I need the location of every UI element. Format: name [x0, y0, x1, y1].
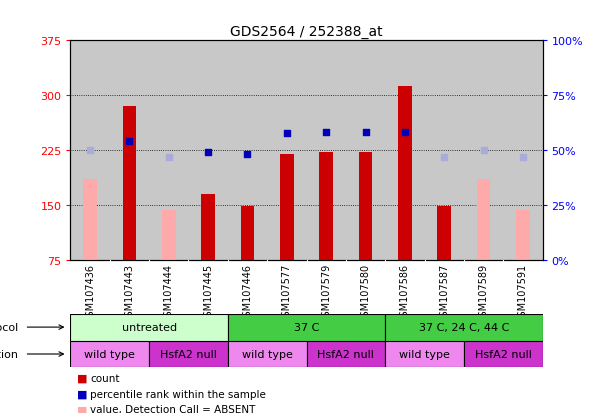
Bar: [280, 154, 294, 260]
Text: GSM107443: GSM107443: [124, 263, 134, 322]
Point: [518, 155, 528, 161]
Bar: [359, 153, 372, 260]
Text: wild type: wild type: [242, 349, 292, 359]
Bar: [398, 87, 412, 260]
Bar: [516, 211, 530, 260]
Bar: [70, 314, 228, 341]
Point: [85, 147, 95, 154]
Point: [243, 151, 253, 158]
Bar: [306, 341, 385, 368]
Text: GSM107591: GSM107591: [518, 263, 528, 322]
Text: protocol: protocol: [0, 322, 18, 332]
Text: ■: ■: [77, 404, 87, 413]
Text: GSM107586: GSM107586: [400, 263, 410, 322]
Text: GSM107580: GSM107580: [360, 263, 370, 322]
Bar: [385, 314, 543, 341]
Text: GSM107444: GSM107444: [164, 263, 174, 322]
Text: HsfA2 null: HsfA2 null: [160, 349, 217, 359]
Point: [400, 129, 409, 136]
Bar: [464, 341, 543, 368]
Bar: [83, 180, 97, 260]
Bar: [162, 211, 176, 260]
Text: wild type: wild type: [85, 349, 135, 359]
Text: wild type: wild type: [399, 349, 450, 359]
Text: percentile rank within the sample: percentile rank within the sample: [90, 389, 266, 399]
Text: 37 C, 24 C, 44 C: 37 C, 24 C, 44 C: [419, 322, 509, 332]
Bar: [477, 180, 490, 260]
Bar: [228, 314, 385, 341]
Point: [282, 131, 292, 137]
Point: [440, 155, 449, 161]
Bar: [201, 195, 215, 260]
Text: genotype/variation: genotype/variation: [0, 349, 18, 359]
Text: ■: ■: [77, 389, 87, 399]
Point: [360, 129, 370, 136]
Point: [204, 149, 213, 156]
Text: GSM107436: GSM107436: [85, 263, 95, 322]
Bar: [319, 152, 333, 260]
Point: [479, 147, 489, 154]
Title: GDS2564 / 252388_at: GDS2564 / 252388_at: [230, 25, 383, 39]
Text: GSM107446: GSM107446: [243, 263, 253, 322]
Point: [164, 155, 173, 161]
Bar: [123, 107, 136, 260]
Bar: [241, 207, 254, 260]
Bar: [385, 341, 464, 368]
Bar: [70, 341, 149, 368]
Bar: [228, 341, 306, 368]
Text: untreated: untreated: [121, 322, 177, 332]
Text: HsfA2 null: HsfA2 null: [318, 349, 375, 359]
Bar: [437, 207, 451, 260]
Text: ■: ■: [77, 373, 87, 383]
Text: HsfA2 null: HsfA2 null: [474, 349, 531, 359]
Text: count: count: [90, 373, 120, 383]
Point: [124, 138, 134, 145]
Point: [321, 129, 331, 136]
Text: value, Detection Call = ABSENT: value, Detection Call = ABSENT: [90, 404, 256, 413]
Text: GSM107589: GSM107589: [479, 263, 489, 322]
Text: GSM107579: GSM107579: [321, 263, 331, 322]
Text: GSM107577: GSM107577: [282, 263, 292, 322]
Text: 37 C: 37 C: [294, 322, 319, 332]
Text: GSM107445: GSM107445: [203, 263, 213, 322]
Text: GSM107587: GSM107587: [439, 263, 449, 322]
Bar: [149, 341, 228, 368]
